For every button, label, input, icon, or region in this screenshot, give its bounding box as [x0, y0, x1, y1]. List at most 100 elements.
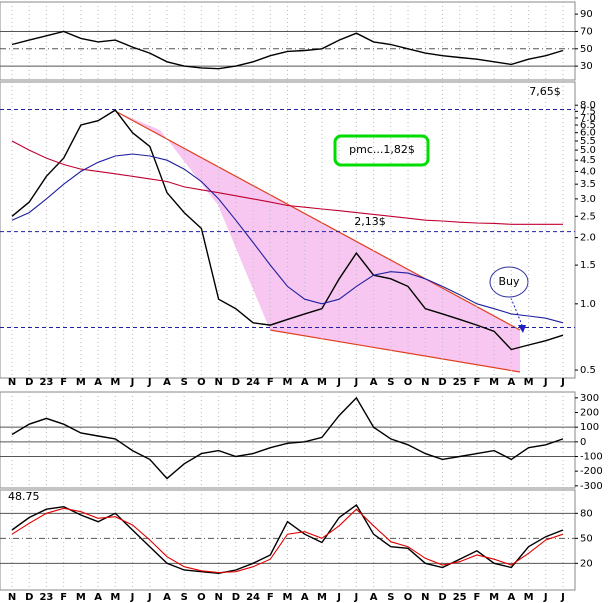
- annotation: 48.75: [8, 490, 40, 503]
- x-tick-label: J: [147, 377, 152, 388]
- y-tick-label: 6.5: [580, 120, 596, 131]
- x-tick-label: S: [181, 377, 188, 388]
- y-tick-label: -200: [580, 466, 603, 477]
- x-tick-label: J: [147, 592, 152, 603]
- y-tick-label: 200: [580, 408, 599, 419]
- buy-circle: [489, 266, 529, 298]
- x-tick-label: N: [214, 592, 222, 603]
- trend-line: [269, 329, 521, 373]
- y-tick-label: 4.5: [580, 155, 596, 166]
- series-line: [11, 109, 564, 351]
- x-tick-label: A: [94, 377, 102, 388]
- x-tick-label: A: [370, 377, 378, 388]
- x-tick-label: 24: [246, 592, 260, 603]
- series-line: [11, 140, 563, 225]
- x-tick-label: O: [404, 592, 413, 603]
- x-tick-label: N: [421, 592, 429, 603]
- x-tick-label: D: [232, 377, 240, 388]
- y-tick-label: -300: [580, 481, 603, 492]
- y-tick-label: 0: [580, 437, 586, 448]
- x-tick-label: M: [110, 592, 120, 603]
- x-tick-label: M: [317, 592, 327, 603]
- y-tick-label: 7.0: [580, 113, 596, 124]
- series-line: [11, 153, 564, 324]
- x-tick-label: F: [60, 377, 67, 388]
- x-tick-label: F: [267, 592, 274, 603]
- x-tick-label: M: [489, 592, 499, 603]
- y-tick-label: 3.5: [580, 179, 596, 190]
- y-tick-label: 1.5: [580, 260, 596, 271]
- series-line: [11, 396, 564, 480]
- y-tick-label: -100: [580, 451, 603, 462]
- x-tick-label: M: [110, 377, 120, 388]
- x-tick-label: J: [560, 377, 565, 388]
- x-tick-label: J: [354, 377, 359, 388]
- x-tick-label: 23: [39, 377, 53, 388]
- x-tick-label: 23: [39, 592, 53, 603]
- x-tick-label: S: [387, 592, 394, 603]
- x-tick-label: A: [301, 592, 309, 603]
- x-tick-label: O: [404, 377, 413, 388]
- series-line: [11, 503, 564, 575]
- x-tick-label: D: [25, 592, 33, 603]
- x-tick-label: F: [473, 592, 480, 603]
- x-tick-label: O: [197, 592, 206, 603]
- y-tick-label: 80: [580, 508, 593, 519]
- y-tick-label: 7.5: [580, 106, 596, 117]
- y-tick-label: 20: [580, 558, 593, 569]
- x-tick-label: M: [317, 377, 327, 388]
- x-tick-label: D: [25, 377, 33, 388]
- x-tick-label: J: [560, 592, 565, 603]
- x-tick-label: M: [524, 377, 534, 388]
- x-tick-label: J: [543, 377, 548, 388]
- y-tick-label: 50: [580, 44, 593, 55]
- x-tick-label: J: [130, 592, 135, 603]
- y-tick-label: 5.0: [580, 145, 596, 156]
- x-tick-label: D: [438, 592, 446, 603]
- x-tick-label: M: [283, 377, 293, 388]
- x-tick-label: J: [336, 592, 341, 603]
- x-tick-label: F: [473, 377, 480, 388]
- buy-arrowhead: [518, 325, 526, 333]
- x-tick-label: J: [354, 592, 359, 603]
- trend-line: [116, 111, 521, 331]
- x-tick-label: D: [438, 377, 446, 388]
- y-tick-label: 5.5: [580, 136, 596, 147]
- x-tick-label: A: [507, 377, 515, 388]
- x-tick-label: M: [76, 592, 86, 603]
- x-tick-label: J: [543, 592, 548, 603]
- series-line: [11, 507, 564, 574]
- x-tick-label: A: [301, 377, 309, 388]
- y-tick-label: 50: [580, 533, 593, 544]
- y-tick-label: 300: [580, 393, 599, 404]
- x-tick-label: F: [60, 592, 67, 603]
- x-tick-label: M: [283, 592, 293, 603]
- y-tick-label: 100: [580, 422, 599, 433]
- x-tick-label: M: [524, 592, 534, 603]
- x-tick-label: O: [197, 377, 206, 388]
- x-tick-label: S: [387, 377, 394, 388]
- y-tick-label: 8.0: [580, 100, 596, 111]
- y-tick-label: 30: [580, 61, 593, 72]
- y-tick-label: 3.0: [580, 194, 596, 205]
- pmc-box: [333, 134, 430, 167]
- series-line: [11, 30, 564, 70]
- y-tick-label: 1.0: [580, 299, 596, 310]
- x-tick-label: A: [507, 592, 515, 603]
- x-tick-label: S: [181, 592, 188, 603]
- x-tick-label: N: [214, 377, 222, 388]
- x-tick-label: A: [163, 592, 171, 603]
- x-tick-label: M: [489, 377, 499, 388]
- x-tick-label: 25: [453, 592, 467, 603]
- x-tick-label: 24: [246, 377, 260, 388]
- y-tick-label: 0.5: [580, 365, 596, 376]
- y-tick-label: 90: [580, 9, 593, 20]
- x-tick-label: D: [232, 592, 240, 603]
- x-tick-label: N: [421, 377, 429, 388]
- annotation: Buy: [498, 275, 520, 288]
- y-tick-label: 70: [580, 26, 593, 37]
- x-tick-label: A: [370, 592, 378, 603]
- y-tick-label: 4.0: [580, 166, 596, 177]
- x-tick-label: N: [8, 377, 16, 388]
- buy-arrow: [510, 297, 523, 326]
